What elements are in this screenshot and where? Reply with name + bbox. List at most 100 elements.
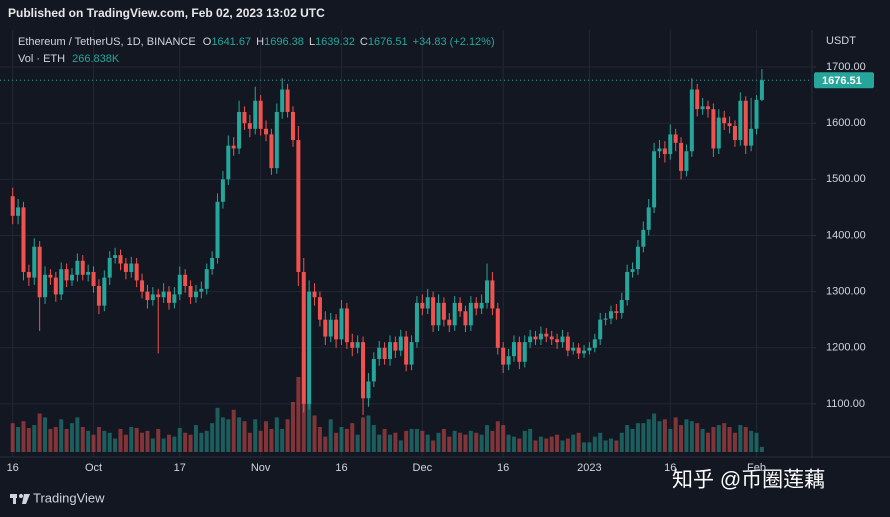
candle-body [307,291,312,404]
volume-bar [69,423,74,452]
volume-legend: Vol · ETH 266.838K [18,53,120,65]
volume-value: 266.838K [72,53,120,65]
volume-bar [366,415,371,452]
candle-body [517,342,522,362]
volume-bar [274,417,279,452]
candle-body [474,302,479,309]
candle-body [662,148,667,155]
chart-title: Published on TradingView.com, Feb 02, 20… [8,6,325,20]
legend: Ethereum / TetherUS, 1D, BINANCE O1641.6… [18,36,495,48]
candle-body [754,99,759,129]
volume-bar [140,432,145,452]
candle-body [350,342,355,348]
x-tick-label: Oct [85,462,102,474]
candle-body [689,89,694,152]
candle-body [167,291,172,303]
candle-body [511,342,516,357]
volume-bar [506,434,511,452]
candle-body [285,89,290,112]
volume-bar [538,436,543,452]
volume-bar [662,419,667,452]
volume-bar [463,434,468,452]
x-tick-label: Dec [413,462,433,474]
y-tick-label: 1400.00 [826,229,866,241]
candle-body [414,302,419,343]
candle-body [290,111,295,141]
volume-bar [350,423,355,452]
candle-body [387,342,392,359]
volume-bar [657,421,662,452]
volume-bar [199,432,204,452]
candle-body [32,246,37,278]
volume-bar [296,377,301,452]
legend-key: L [309,36,315,48]
volume-bar [576,432,581,452]
candle-body [172,294,177,303]
candle-body [673,134,678,143]
candle-body [447,319,452,326]
candle-body [48,274,53,278]
volume-title: Vol · ETH [18,53,65,65]
candle-body [603,318,608,320]
volume-bar [37,413,42,452]
candle-body [16,207,21,216]
candle-body [592,339,597,348]
y-tick-label: 1300.00 [826,286,866,298]
volume-bar [420,430,425,452]
volume-bar [474,432,479,452]
volume-bar [377,434,382,452]
volume-bar [215,407,220,452]
candle-body [123,263,128,272]
volume-bar [468,430,473,452]
candle-body [598,319,603,340]
candle-body [317,297,322,320]
volume-bar [393,432,398,452]
candle-body [145,291,150,301]
candle-body [86,271,91,275]
volume-bar [684,419,689,452]
volume-bar [334,432,339,452]
candle-body [274,111,279,169]
candle-body [506,356,511,365]
close-value: 1676.51 [368,36,408,48]
candle-body [193,291,198,298]
y-tick-label: 1600.00 [826,117,866,129]
volume-bar [598,432,603,452]
candle-body [743,100,748,146]
candle-body [382,347,387,359]
candle-body [711,109,716,149]
volume-bar [706,432,711,452]
candle-body [732,126,737,141]
volume-bar [371,425,376,452]
candle-body [188,286,193,298]
volume-bar [242,421,247,452]
volume-bar [280,428,285,452]
volume-bar [145,430,150,452]
candle-body [619,300,624,313]
candle-body [641,229,646,247]
candle-body [635,246,640,270]
candle-body [555,339,560,343]
candle-body [140,280,145,292]
candle-body [431,297,436,326]
volume-bar [10,423,15,452]
logo-part [13,494,16,504]
volume-bar [48,428,53,452]
candle-body [258,100,263,129]
volume-bar [695,423,700,452]
low-value: 1639.32 [315,36,355,48]
volume-bar [339,427,344,452]
volume-bar [754,432,759,452]
volume-bar [21,421,26,452]
candle-body [614,311,619,313]
volume-bar [150,438,155,452]
volume-bar [91,434,96,452]
candle-body [495,308,500,348]
volume-bar [361,417,366,452]
volume-bar [344,428,349,452]
volume-bar [571,434,576,452]
candle-body [75,260,80,275]
volume-bar [743,427,748,452]
x-tick-label: 17 [174,462,186,474]
